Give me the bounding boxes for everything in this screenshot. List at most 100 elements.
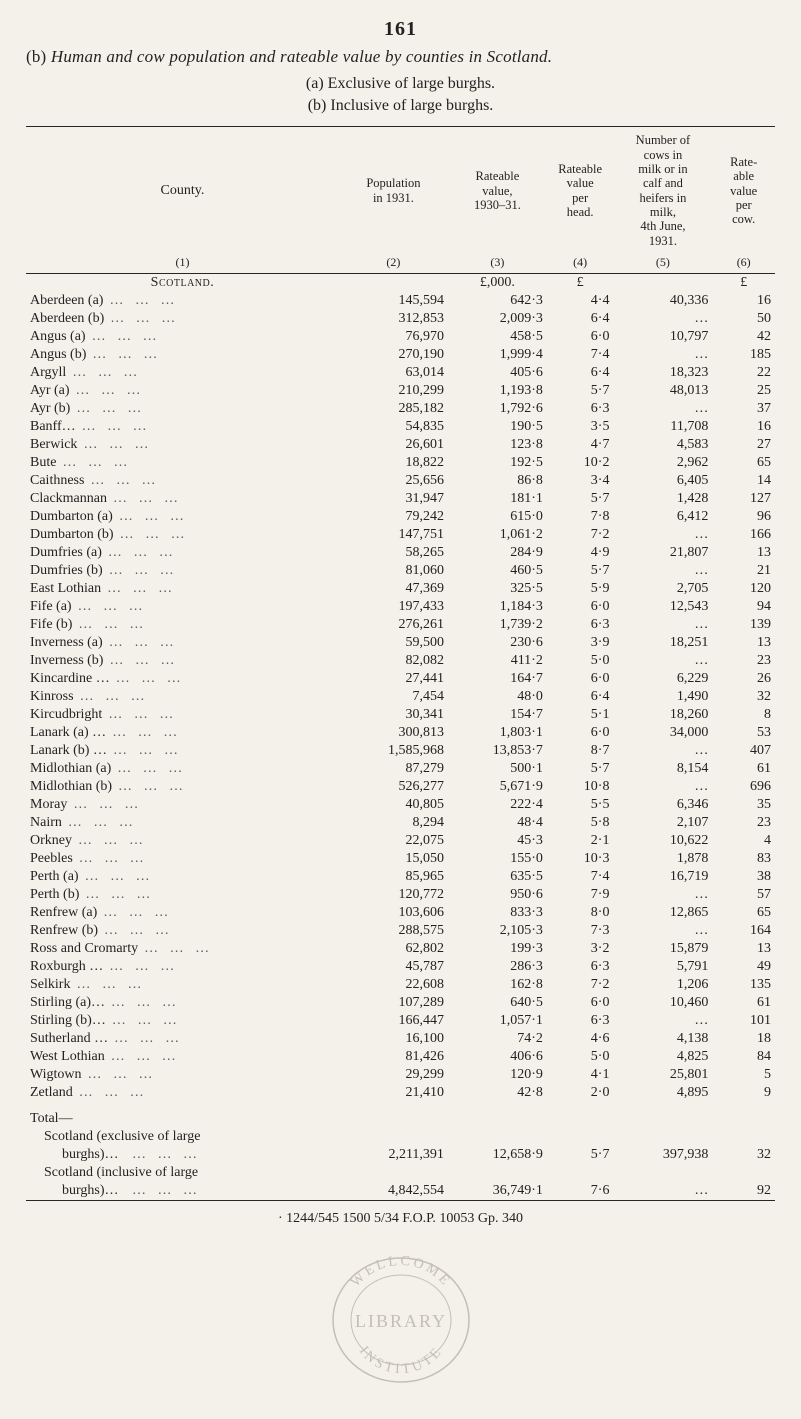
cell-rateable-value: 411·2: [448, 652, 547, 670]
total-excl-label: Scotland (exclusive of large: [26, 1128, 339, 1146]
cell-cows: 21,807: [613, 544, 712, 562]
county-name: Selkirk… … …: [26, 976, 339, 994]
county-name: Angus (a)… … …: [26, 328, 339, 346]
cell-rateable-value: 164·7: [448, 670, 547, 688]
cell-cows: 397,938: [613, 1146, 712, 1164]
col-header-rate-per-cow: Rate-ablevaluepercow.: [712, 127, 775, 255]
subtitle-line-b: (b) Inclusive of large burghs.: [308, 97, 494, 114]
cell-rate-per-cow: 35: [712, 796, 775, 814]
cell-rateable-value: 74·2: [448, 1030, 547, 1048]
cell-rate-per-cow: 94: [712, 598, 775, 616]
table-row: Zetland… … … 21,410 42·8 2·0 4,895 9: [26, 1084, 775, 1102]
cell-rateable-value: 1,803·1: [448, 724, 547, 742]
cell-cows: 18,251: [613, 634, 712, 652]
cell-rateable-per-head: 6·3: [547, 1012, 614, 1030]
table-row: Dumfries (a)… … … 58,265 284·9 4·9 21,80…: [26, 544, 775, 562]
footer-imprint: · 1244/545 1500 5/34 F.O.P. 10053 Gp. 34…: [26, 1211, 775, 1227]
spacer-row: [26, 1102, 775, 1110]
cell-population: 7,454: [339, 688, 448, 706]
currency-rv: £,000.: [448, 274, 547, 293]
table-row: Total—: [26, 1110, 775, 1128]
table-colindex-row: (1) (2) (3) (4) (5) (6): [26, 254, 775, 274]
cell-rateable-per-head: 7·4: [547, 346, 614, 364]
cell-population: 103,606: [339, 904, 448, 922]
cell-population: 26,601: [339, 436, 448, 454]
cell-population: 85,965: [339, 868, 448, 886]
cell-rateable-per-head: 6·4: [547, 688, 614, 706]
subtitle-line-a: (a) Exclusive of large burghs.: [306, 75, 495, 92]
cell-population: 59,500: [339, 634, 448, 652]
cell-rate-per-cow: 37: [712, 400, 775, 418]
cell-rate-per-cow: 65: [712, 904, 775, 922]
table-row: Berwick… … … 26,601 123·8 4·7 4,583 27: [26, 436, 775, 454]
total-incl-label: Scotland (inclusive of large: [26, 1164, 339, 1182]
cell-population: 2,211,391: [339, 1146, 448, 1164]
county-name: Aberdeen (b)… … …: [26, 310, 339, 328]
cell-rateable-value: 120·9: [448, 1066, 547, 1084]
county-name: Renfrew (b)… … …: [26, 922, 339, 940]
cell-rate-per-cow: 57: [712, 886, 775, 904]
cell-rateable-value: 642·3: [448, 292, 547, 310]
table-row: Inverness (b)… … … 82,082 411·2 5·0 … 23: [26, 652, 775, 670]
county-name: Kircudbright… … …: [26, 706, 339, 724]
county-name: Roxburgh …… … …: [26, 958, 339, 976]
county-name: Banff…… … …: [26, 418, 339, 436]
cell-population: 300,813: [339, 724, 448, 742]
cell-rateable-value: 640·5: [448, 994, 547, 1012]
cell-rateable-value: 13,853·7: [448, 742, 547, 760]
colindex-1: (1): [26, 254, 339, 274]
cell-rateable-value: 460·5: [448, 562, 547, 580]
county-name: Stirling (b)…… … …: [26, 1012, 339, 1030]
col-header-population: Populationin 1931.: [339, 127, 448, 255]
county-name: Peebles… … …: [26, 850, 339, 868]
cell-rate-per-cow: 65: [712, 454, 775, 472]
cell-population: 87,279: [339, 760, 448, 778]
currency-blank: [339, 274, 448, 293]
county-name: Wigtown… … …: [26, 1066, 339, 1084]
cell-rateable-per-head: 5·7: [547, 382, 614, 400]
cell-rateable-per-head: 2·0: [547, 1084, 614, 1102]
cell-rate-per-cow: 101: [712, 1012, 775, 1030]
cell-cows: …: [613, 400, 712, 418]
cell-population: 76,970: [339, 328, 448, 346]
cell-population: 40,805: [339, 796, 448, 814]
cell-rateable-value: 833·3: [448, 904, 547, 922]
cell-population: 1,585,968: [339, 742, 448, 760]
cell-rate-per-cow: 38: [712, 868, 775, 886]
cell-rateable-per-head: 3·4: [547, 472, 614, 490]
cell-rateable-per-head: 3·5: [547, 418, 614, 436]
table-row: West Lothian… … … 81,426 406·6 5·0 4,825…: [26, 1048, 775, 1066]
county-name: Renfrew (a)… … …: [26, 904, 339, 922]
cell-rate-per-cow: 18: [712, 1030, 775, 1048]
cell-rateable-value: 190·5: [448, 418, 547, 436]
table-row: Clackmannan… … … 31,947 181·1 5·7 1,428 …: [26, 490, 775, 508]
cell-population: 30,341: [339, 706, 448, 724]
cell-rateable-per-head: 7·4: [547, 868, 614, 886]
cell-rateable-value: 1,057·1: [448, 1012, 547, 1030]
cell-rateable-per-head: 6·3: [547, 616, 614, 634]
county-name: Dumbarton (a)… … …: [26, 508, 339, 526]
cell-rateable-per-head: 6·4: [547, 310, 614, 328]
cell-population: 288,575: [339, 922, 448, 940]
cell-rateable-value: 222·4: [448, 796, 547, 814]
county-name: Perth (b)… … …: [26, 886, 339, 904]
county-name: Clackmannan… … …: [26, 490, 339, 508]
cell-rate-per-cow: 696: [712, 778, 775, 796]
scotland-heading: Scotland.: [26, 274, 339, 293]
cell-rateable-value: 162·8: [448, 976, 547, 994]
county-name: Argyll… … …: [26, 364, 339, 382]
cell-population: 22,608: [339, 976, 448, 994]
cell-rateable-value: 2,105·3: [448, 922, 547, 940]
cell-population: 145,594: [339, 292, 448, 310]
county-name: East Lothian… … …: [26, 580, 339, 598]
col-header-county: County.: [26, 127, 339, 255]
colindex-2: (2): [339, 254, 448, 274]
table-row: Scotland. £,000. £ £: [26, 274, 775, 293]
cell-rateable-per-head: 8·7: [547, 742, 614, 760]
cell-rate-per-cow: 26: [712, 670, 775, 688]
cell-rate-per-cow: 25: [712, 382, 775, 400]
table-row: Midlothian (a)… … … 87,279 500·1 5·7 8,1…: [26, 760, 775, 778]
cell-rate-per-cow: 50: [712, 310, 775, 328]
currency-ph: £: [547, 274, 614, 293]
table-row: Kinross… … … 7,454 48·0 6·4 1,490 32: [26, 688, 775, 706]
